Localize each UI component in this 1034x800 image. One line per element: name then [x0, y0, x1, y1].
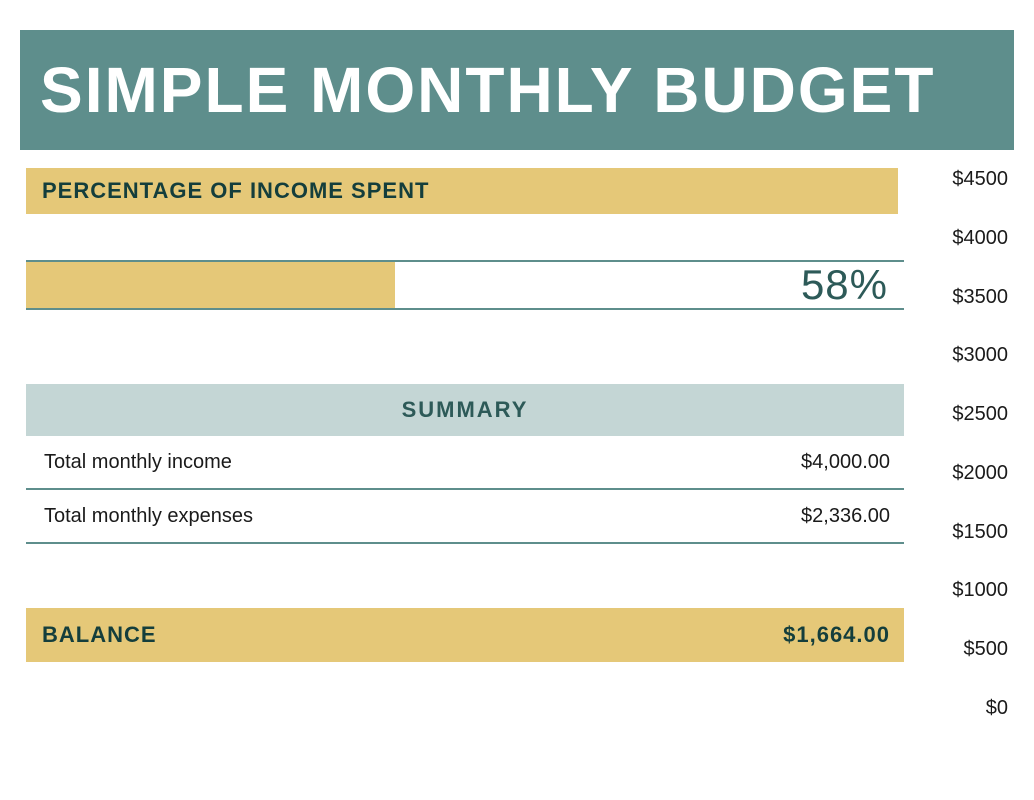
percentage-header: PERCENTAGE OF INCOME SPENT	[26, 168, 898, 214]
summary-row-label: Total monthly expenses	[44, 505, 253, 528]
summary-row: Total monthly income $4,000.00	[26, 436, 904, 490]
summary-header: SUMMARY	[26, 384, 904, 436]
scale-label: $3000	[952, 344, 1008, 367]
scale-label: $3500	[952, 286, 1008, 309]
scale-label: $4000	[952, 227, 1008, 250]
budget-page: SIMPLE MONTHLY BUDGET PERCENTAGE OF INCO…	[0, 0, 1034, 682]
scale-label: $2500	[952, 403, 1008, 426]
balance-label: BALANCE	[42, 622, 157, 648]
scale-label: $1500	[952, 521, 1008, 544]
summary-row-label: Total monthly income	[44, 451, 232, 474]
left-column: PERCENTAGE OF INCOME SPENT 58% SUMMARY T…	[20, 168, 898, 662]
title-block: SIMPLE MONTHLY BUDGET	[20, 30, 1014, 150]
balance-value: $1,664.00	[783, 622, 890, 648]
scale-label: $500	[964, 638, 1009, 661]
scale-label: $1000	[952, 579, 1008, 602]
page-title: SIMPLE MONTHLY BUDGET	[40, 53, 935, 127]
percentage-bar: 58%	[26, 260, 904, 310]
main-area: PERCENTAGE OF INCOME SPENT 58% SUMMARY T…	[20, 168, 1014, 662]
summary-rows: Total monthly income $4,000.00 Total month…	[20, 436, 898, 544]
summary-row-value: $4,000.00	[801, 451, 890, 474]
scale-label: $0	[986, 697, 1008, 720]
percentage-value: 58%	[801, 261, 888, 309]
axis-scale: $4500 $4000 $3500 $3000 $2500 $2000 $1500 $1000…	[918, 168, 1014, 720]
scale-label: $4500	[952, 168, 1008, 191]
percentage-bar-fill	[26, 262, 395, 308]
summary-row-value: $2,336.00	[801, 505, 890, 528]
scale-label: $2000	[952, 462, 1008, 485]
summary-row: Total monthly expenses $2,336.00	[26, 490, 904, 544]
balance-row: BALANCE $1,664.00	[26, 608, 904, 662]
